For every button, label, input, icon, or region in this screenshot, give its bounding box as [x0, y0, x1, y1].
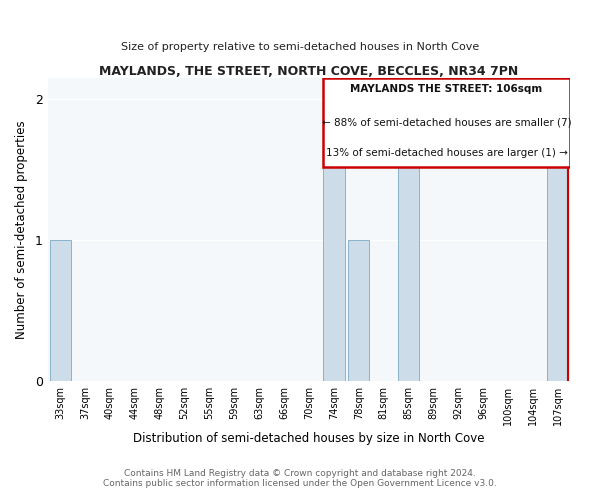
FancyBboxPatch shape: [323, 78, 571, 167]
Title: MAYLANDS, THE STREET, NORTH COVE, BECCLES, NR34 7PN: MAYLANDS, THE STREET, NORTH COVE, BECCLE…: [100, 65, 519, 78]
Bar: [348, 240, 370, 381]
Text: ← 88% of semi-detached houses are smaller (7): ← 88% of semi-detached houses are smalle…: [322, 118, 571, 128]
Y-axis label: Number of semi-detached properties: Number of semi-detached properties: [15, 120, 28, 339]
Bar: [323, 99, 344, 381]
Text: Contains HM Land Registry data © Crown copyright and database right 2024.: Contains HM Land Registry data © Crown c…: [124, 468, 476, 477]
Text: 13% of semi-detached houses are larger (1) →: 13% of semi-detached houses are larger (…: [326, 148, 568, 158]
Bar: [50, 240, 71, 381]
Text: MAYLANDS THE STREET: 106sqm: MAYLANDS THE STREET: 106sqm: [350, 84, 542, 94]
Bar: [398, 99, 419, 381]
Bar: [547, 99, 568, 381]
Text: Size of property relative to semi-detached houses in North Cove: Size of property relative to semi-detach…: [121, 42, 479, 52]
X-axis label: Distribution of semi-detached houses by size in North Cove: Distribution of semi-detached houses by …: [133, 432, 485, 445]
Text: Contains public sector information licensed under the Open Government Licence v3: Contains public sector information licen…: [103, 478, 497, 488]
